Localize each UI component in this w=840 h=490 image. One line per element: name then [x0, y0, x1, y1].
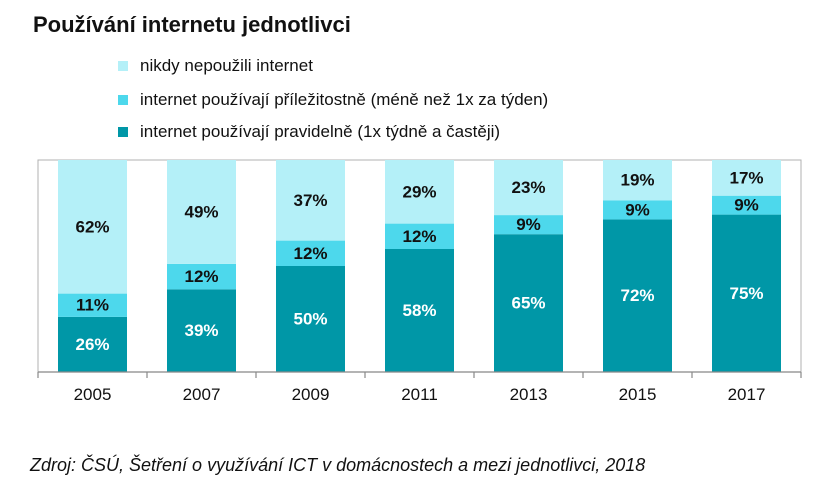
- bar-regular-2011: [385, 249, 454, 372]
- data-label-never-2015: 19%: [620, 171, 654, 190]
- bar-occasional-2007: [167, 263, 236, 290]
- data-label-occasional-2013: 9%: [516, 215, 541, 234]
- bar-occasional-2017: [712, 195, 781, 215]
- data-label-never-2007: 49%: [184, 202, 218, 221]
- data-label-regular-2011: 58%: [402, 301, 436, 320]
- x-axis-ticks: 2005 2007 2009 2011 2013 2015 2017: [37, 372, 802, 404]
- bar-occasional-2013: [494, 215, 563, 235]
- data-label-never-2011: 29%: [402, 182, 436, 201]
- bar-regular-2017: [712, 214, 781, 372]
- source-note: Zdroj: ČSÚ, Šetření o využívání ICT v do…: [30, 455, 646, 475]
- data-label-never-2005: 62%: [75, 217, 109, 236]
- legend-item-occasional: internet používají příležitostně (méně n…: [118, 89, 548, 111]
- legend-item-regular: internet používají pravidelně (1x týdně …: [118, 121, 500, 143]
- bar-regular-2009: [276, 266, 345, 372]
- data-label-never-2013: 23%: [511, 178, 545, 197]
- data-label-regular-2015: 72%: [620, 286, 654, 305]
- x-tick-label-2013: 2013: [510, 385, 548, 404]
- x-tick-label-2007: 2007: [183, 385, 221, 404]
- bars-layer: [58, 160, 781, 372]
- data-label-occasional-2005: 11%: [76, 296, 109, 315]
- bar-never-2007: [167, 160, 236, 264]
- legend-swatch-occasional: [118, 95, 128, 105]
- legend-label-never: nikdy nepoužili internet: [140, 56, 313, 75]
- labels-layer: 26% 11% 62% 39% 12% 49% 50% 12% 37% 58% 12% 29% 65% 9…: [75, 168, 763, 354]
- bar-never-2013: [494, 160, 563, 216]
- chart-title: Používání internetu jednotlivci: [33, 12, 351, 37]
- data-label-occasional-2011: 12%: [402, 227, 436, 246]
- data-label-never-2009: 37%: [293, 191, 327, 210]
- legend-label-regular: internet používají pravidelně (1x týdně …: [140, 122, 501, 141]
- bar-never-2005: [58, 160, 127, 294]
- legend-swatch-never: [118, 61, 128, 71]
- data-label-occasional-2015: 9%: [625, 200, 650, 219]
- data-label-regular-2005: 26%: [75, 335, 109, 354]
- legend-label-occasional: internet používají příležitostně (méně n…: [140, 90, 549, 109]
- x-tick-label-2009: 2009: [292, 385, 330, 404]
- data-label-occasional-2007: 12%: [184, 267, 218, 286]
- bar-never-2015: [603, 160, 672, 201]
- bar-regular-2015: [603, 219, 672, 372]
- bar-occasional-2005: [58, 293, 127, 317]
- data-label-regular-2017: 75%: [729, 284, 763, 303]
- x-tick-label-2017: 2017: [728, 385, 766, 404]
- legend-swatch-regular: [118, 127, 128, 137]
- bar-never-2009: [276, 160, 345, 241]
- bar-never-2017: [712, 160, 781, 196]
- x-tick-label-2015: 2015: [619, 385, 657, 404]
- x-tick-label-2011: 2011: [401, 385, 438, 404]
- bar-occasional-2011: [385, 223, 454, 249]
- bar-occasional-2009: [276, 240, 345, 266]
- bar-regular-2007: [167, 289, 236, 372]
- legend-item-never: nikdy nepoužili internet: [118, 55, 313, 77]
- x-tick-label-2005: 2005: [74, 385, 112, 404]
- data-label-regular-2007: 39%: [184, 321, 218, 340]
- data-label-regular-2013: 65%: [511, 294, 545, 313]
- data-label-regular-2009: 50%: [293, 310, 327, 329]
- bar-regular-2013: [494, 234, 563, 372]
- data-label-occasional-2009: 12%: [293, 244, 327, 263]
- bar-occasional-2015: [603, 200, 672, 220]
- data-label-never-2017: 17%: [729, 168, 763, 187]
- data-label-occasional-2017: 9%: [734, 196, 759, 215]
- bar-regular-2005: [58, 316, 127, 372]
- bar-never-2011: [385, 160, 454, 224]
